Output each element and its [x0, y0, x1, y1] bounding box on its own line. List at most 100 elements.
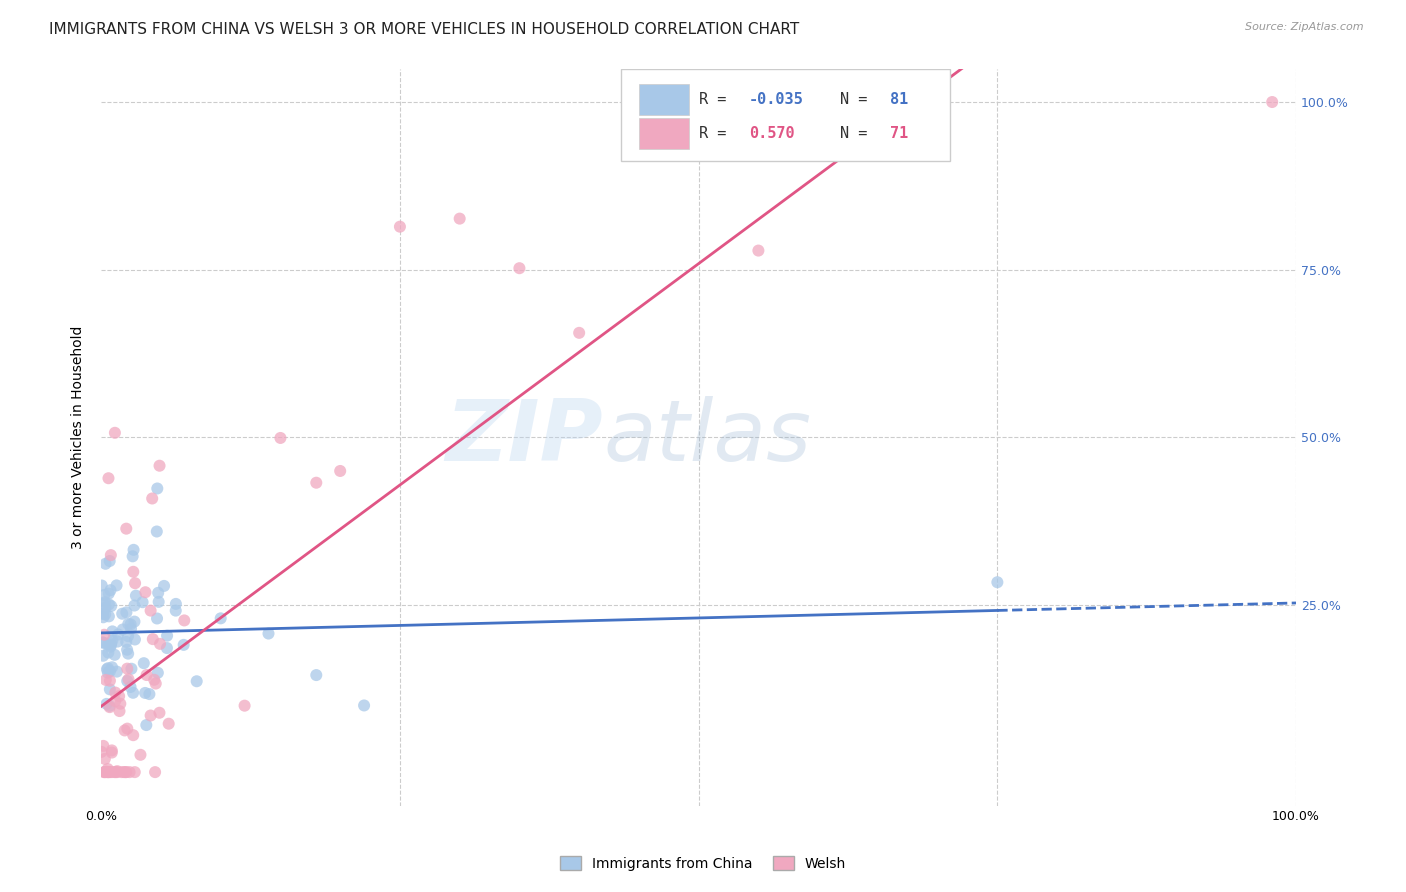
Point — [146, 524, 169, 539]
Point — [93, 765, 115, 780]
Point — [115, 522, 138, 536]
Point — [101, 660, 124, 674]
Point — [124, 632, 146, 647]
Point — [94, 607, 117, 622]
Point — [91, 635, 114, 649]
Point — [104, 685, 127, 699]
Point — [111, 623, 134, 637]
Point — [120, 617, 142, 632]
Point — [115, 605, 138, 619]
Point — [165, 597, 187, 611]
Point — [157, 716, 180, 731]
Point — [94, 752, 117, 766]
Point — [124, 599, 146, 613]
Point — [186, 674, 208, 689]
Point — [97, 638, 120, 652]
Point — [98, 554, 121, 568]
Point — [97, 646, 120, 660]
Text: R =: R = — [699, 92, 735, 107]
Point — [114, 765, 136, 780]
Point — [508, 261, 530, 276]
Point — [117, 616, 139, 631]
Point — [105, 578, 128, 592]
Legend: Immigrants from China, Welsh: Immigrants from China, Welsh — [554, 850, 852, 876]
Point — [115, 642, 138, 657]
Point — [153, 579, 176, 593]
Point — [90, 745, 112, 759]
Point — [98, 698, 121, 713]
Point — [173, 638, 195, 652]
Point — [134, 585, 156, 599]
Point — [115, 635, 138, 649]
Point — [139, 604, 162, 618]
Point — [98, 664, 121, 678]
FancyBboxPatch shape — [621, 69, 949, 161]
Point — [143, 673, 166, 687]
Point — [97, 586, 120, 600]
Point — [117, 647, 139, 661]
Point — [97, 661, 120, 675]
Point — [94, 557, 117, 571]
Point — [986, 575, 1008, 590]
Point — [96, 662, 118, 676]
Text: N =: N = — [839, 92, 876, 107]
Point — [111, 607, 134, 621]
Point — [115, 673, 138, 688]
Text: 81: 81 — [890, 92, 908, 107]
Point — [98, 673, 121, 688]
Point — [93, 597, 115, 611]
Point — [117, 722, 139, 736]
Point — [141, 491, 163, 506]
Point — [94, 765, 117, 780]
Point — [100, 599, 122, 613]
Point — [105, 765, 128, 780]
Point — [124, 576, 146, 591]
Point — [93, 588, 115, 602]
Point — [104, 694, 127, 708]
Point — [143, 765, 166, 780]
Point — [91, 648, 114, 663]
Point — [100, 640, 122, 654]
Point — [138, 687, 160, 701]
Point — [112, 765, 135, 780]
Point — [100, 638, 122, 652]
Point — [108, 704, 131, 718]
Point — [97, 765, 120, 780]
Point — [269, 431, 291, 445]
FancyBboxPatch shape — [638, 84, 689, 115]
Text: atlas: atlas — [603, 395, 811, 479]
Point — [122, 565, 145, 579]
Point — [100, 636, 122, 650]
Point — [131, 595, 153, 609]
Point — [100, 583, 122, 598]
Y-axis label: 3 or more Vehicles in Household: 3 or more Vehicles in Household — [72, 326, 86, 549]
Point — [145, 676, 167, 690]
Point — [156, 641, 179, 656]
Text: 0.570: 0.570 — [749, 126, 794, 141]
Point — [96, 697, 118, 711]
Point — [117, 629, 139, 643]
Point — [90, 578, 112, 592]
Text: -0.035: -0.035 — [749, 92, 804, 107]
Point — [173, 614, 195, 628]
Point — [305, 668, 328, 682]
Point — [108, 689, 131, 703]
Point — [148, 458, 170, 473]
Point — [97, 609, 120, 624]
Point — [122, 542, 145, 557]
Point — [94, 595, 117, 609]
Point — [100, 765, 122, 780]
Point — [305, 475, 328, 490]
Point — [94, 601, 117, 615]
Point — [115, 765, 138, 780]
Point — [115, 662, 138, 676]
Point — [118, 765, 141, 780]
Point — [146, 611, 169, 625]
Point — [97, 665, 120, 680]
Point — [165, 604, 187, 618]
Point — [148, 595, 170, 609]
Point — [135, 718, 157, 732]
Point — [1261, 95, 1284, 109]
Point — [110, 765, 132, 780]
Point — [747, 244, 769, 258]
